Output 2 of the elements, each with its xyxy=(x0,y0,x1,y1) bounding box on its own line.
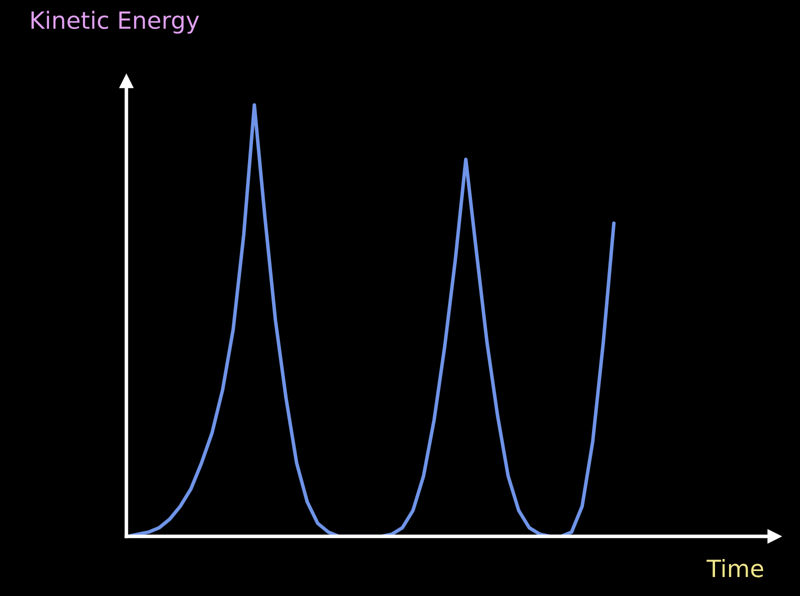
x-axis-title: Time xyxy=(706,559,764,578)
y-axis-title: Kinetic Energy xyxy=(32,10,199,34)
